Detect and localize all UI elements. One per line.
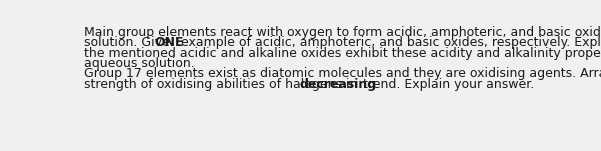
Text: strength of oxidising abilities of halogens in: strength of oxidising abilities of halog… (84, 78, 362, 91)
Text: ONE: ONE (154, 36, 183, 49)
Text: Main group elements react with oxygen to form acidic, amphoteric, and basic oxid: Main group elements react with oxygen to… (84, 26, 601, 39)
Text: example of acidic, amphoteric, and basic oxides, respectively. Explain why: example of acidic, amphoteric, and basic… (177, 36, 601, 49)
Text: solution. Give: solution. Give (84, 36, 174, 49)
Text: trend. Explain your answer.: trend. Explain your answer. (359, 78, 534, 91)
Text: aqueous solution.: aqueous solution. (84, 57, 195, 70)
Text: Group 17 elements exist as diatomic molecules and they are oxidising agents. Arr: Group 17 elements exist as diatomic mole… (84, 67, 601, 80)
Text: decreasing: decreasing (299, 78, 376, 91)
Text: the mentioned acidic and alkaline oxides exhibit these acidity and alkalinity pr: the mentioned acidic and alkaline oxides… (84, 47, 601, 60)
